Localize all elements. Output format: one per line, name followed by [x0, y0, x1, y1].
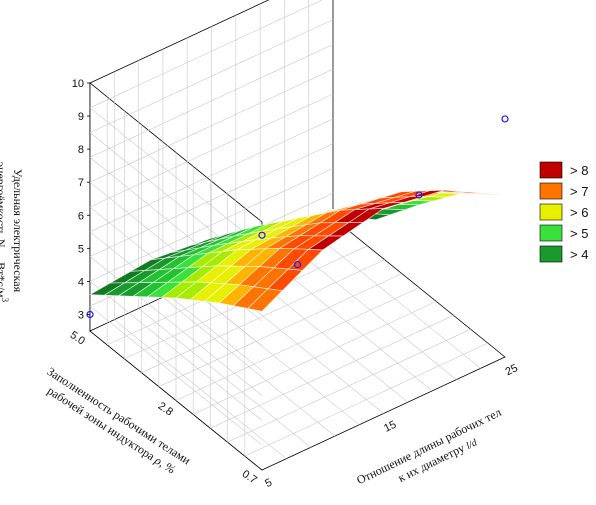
legend-label: > 6	[570, 205, 588, 220]
z-axis-title: Удельная электрическая энергоёмкость Nуд…	[0, 162, 25, 303]
grid-line	[308, 229, 481, 369]
surface-cell	[246, 288, 284, 312]
observed-points	[86, 115, 509, 319]
legend-swatch	[539, 245, 563, 263]
z-tick-label: 6	[78, 210, 84, 222]
grid-line	[175, 287, 420, 401]
legend-label: > 7	[570, 184, 588, 199]
legend-label: > 5	[570, 226, 588, 241]
grid-line	[89, 0, 323, 109]
z-tick-label: 10	[72, 78, 84, 90]
x-tick-label: 25	[504, 362, 520, 378]
grid-line	[89, 44, 334, 158]
legend-swatch	[539, 182, 563, 200]
x-tick-label: 15	[382, 419, 398, 435]
z-tick-label: 5	[78, 243, 84, 255]
z-tick-label: 3	[78, 309, 84, 321]
grid-line	[89, 19, 334, 133]
y-tick-label: 5.0	[68, 329, 87, 348]
legend-label: > 4	[570, 247, 588, 262]
legend-label: > 8	[570, 163, 588, 178]
grid-line	[89, 107, 263, 248]
grid-line	[158, 273, 402, 387]
response-surface	[88, 189, 506, 312]
observed-point	[293, 261, 302, 269]
grid-line	[89, 68, 334, 183]
observed-point	[501, 115, 509, 123]
observed-point	[415, 191, 423, 199]
z-tick-label: 7	[78, 177, 84, 189]
x-tick-label: 5	[263, 477, 274, 490]
grid-line	[284, 240, 457, 380]
y-tick-label: 2.8	[156, 400, 175, 419]
x-axis-title: Отношение длины рабочих тел к их диаметр…	[354, 404, 513, 500]
z-tick-label: 8	[78, 144, 84, 156]
y-tick-label: 0.7	[240, 468, 259, 487]
legend-swatch	[539, 161, 563, 179]
z-tick-label: 9	[78, 111, 84, 123]
legend: > 8 > 7 > 6 > 5 > 4	[539, 161, 588, 263]
grid-line	[141, 259, 385, 373]
legend-swatch	[539, 203, 563, 221]
observed-point	[258, 231, 266, 239]
legend-swatch	[539, 224, 563, 242]
z-tick-label: 4	[78, 276, 84, 288]
